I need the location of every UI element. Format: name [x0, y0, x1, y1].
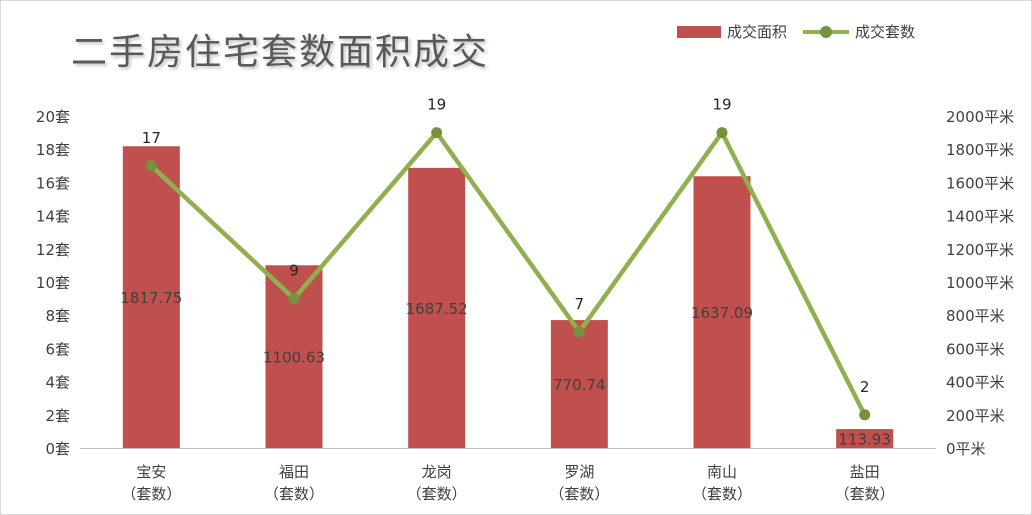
legend-label-count: 成交套数 [855, 23, 916, 41]
legend-swatch-count [803, 25, 850, 39]
count-data-label: 9 [289, 262, 299, 280]
count-point-1 [288, 293, 300, 305]
count-data-label: 19 [712, 96, 731, 114]
bar-data-label: 113.93 [838, 431, 891, 449]
y-right-tick-label: 800平米 [946, 307, 1005, 325]
y-left-tick-label: 6套 [45, 340, 70, 358]
y-left-tick-label: 18套 [36, 141, 70, 159]
legend-swatch-area [677, 25, 721, 38]
x-tick-label: 南山（套数） [692, 463, 752, 503]
y-right-tick-label: 400平米 [946, 374, 1005, 392]
x-tick-label: 宝安（套数） [121, 463, 181, 503]
bar-data-label: 1100.63 [263, 349, 325, 367]
bar-0 [122, 146, 180, 449]
bar-5 [836, 429, 894, 448]
count-point-0 [145, 160, 157, 172]
y-left-tick-label: 20套 [36, 108, 70, 126]
y-left-tick-label: 16套 [36, 174, 70, 192]
x-tick-label: 罗湖（套数） [549, 463, 609, 503]
count-line [149, 130, 867, 418]
y-left-tick-label: 12套 [36, 241, 70, 259]
bar-3 [550, 320, 608, 448]
legend-label-area: 成交面积 [727, 23, 788, 41]
bar-data-label: 770.74 [553, 376, 606, 394]
bar-data-label: 1687.52 [406, 300, 468, 318]
y-right-tick-label: 0平米 [946, 440, 986, 458]
x-tick-label: 龙岗（套数） [407, 463, 467, 503]
y-right-tick-label: 2000平米 [946, 108, 1014, 126]
y-left-tick-label: 2套 [45, 407, 70, 425]
legend-dot-mark [820, 25, 833, 38]
y-right-tick-label: 1800平米 [946, 141, 1014, 159]
count-data-label: 7 [575, 295, 585, 313]
count-point-2 [431, 127, 443, 139]
count-data-label: 17 [142, 129, 161, 147]
legend: 成交面积 成交套数 [677, 21, 915, 42]
count-data-label: 19 [427, 96, 446, 114]
x-tick-label: 盐田（套数） [835, 463, 895, 503]
y-left-tick-label: 0套 [45, 440, 70, 458]
y-right-tick-label: 1000平米 [946, 274, 1014, 292]
chart-title: 二手房住宅套数面积成交 [71, 32, 490, 73]
count-point-4 [716, 127, 728, 139]
bar-2 [408, 167, 466, 448]
y-left-tick-label: 4套 [45, 374, 70, 392]
count-data-label: 2 [860, 378, 870, 396]
y-left-tick-label: 8套 [45, 307, 70, 325]
bar-data-label: 1637.09 [691, 304, 753, 322]
y-left-tick-label: 14套 [36, 208, 70, 226]
count-point-5 [859, 409, 871, 421]
y-right-tick-label: 200平米 [946, 407, 1005, 425]
legend-item-area: 成交面积 [677, 21, 787, 42]
y-right-tick-label: 1200平米 [946, 241, 1014, 259]
y-right-tick-label: 1600平米 [946, 174, 1014, 192]
y-left-tick-label: 10套 [36, 274, 70, 292]
bar-data-label: 1817.75 [120, 289, 182, 307]
count-point-3 [573, 326, 585, 338]
bar-4 [693, 176, 751, 449]
x-tick-label: 福田（套数） [264, 463, 324, 503]
y-right-tick-label: 600平米 [946, 340, 1005, 358]
legend-item-count: 成交套数 [803, 21, 915, 42]
y-right-tick-label: 1400平米 [946, 208, 1014, 226]
